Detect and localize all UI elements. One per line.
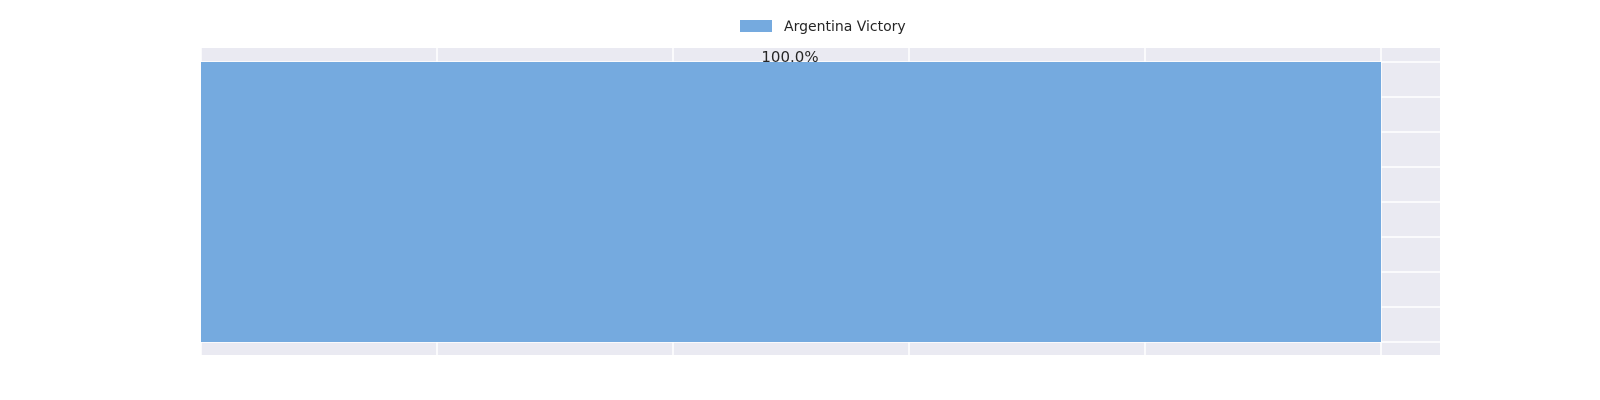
bars — [201, 62, 1381, 342]
bar-argentina-victory — [201, 62, 1381, 342]
data-label-argentina-victory: 100.0% — [761, 48, 818, 66]
legend-swatch-argentina-victory — [740, 20, 772, 32]
legend: Argentina Victory — [740, 19, 906, 35]
legend-label-argentina-victory: Argentina Victory — [784, 19, 906, 35]
data-labels: 100.0% — [761, 48, 818, 66]
